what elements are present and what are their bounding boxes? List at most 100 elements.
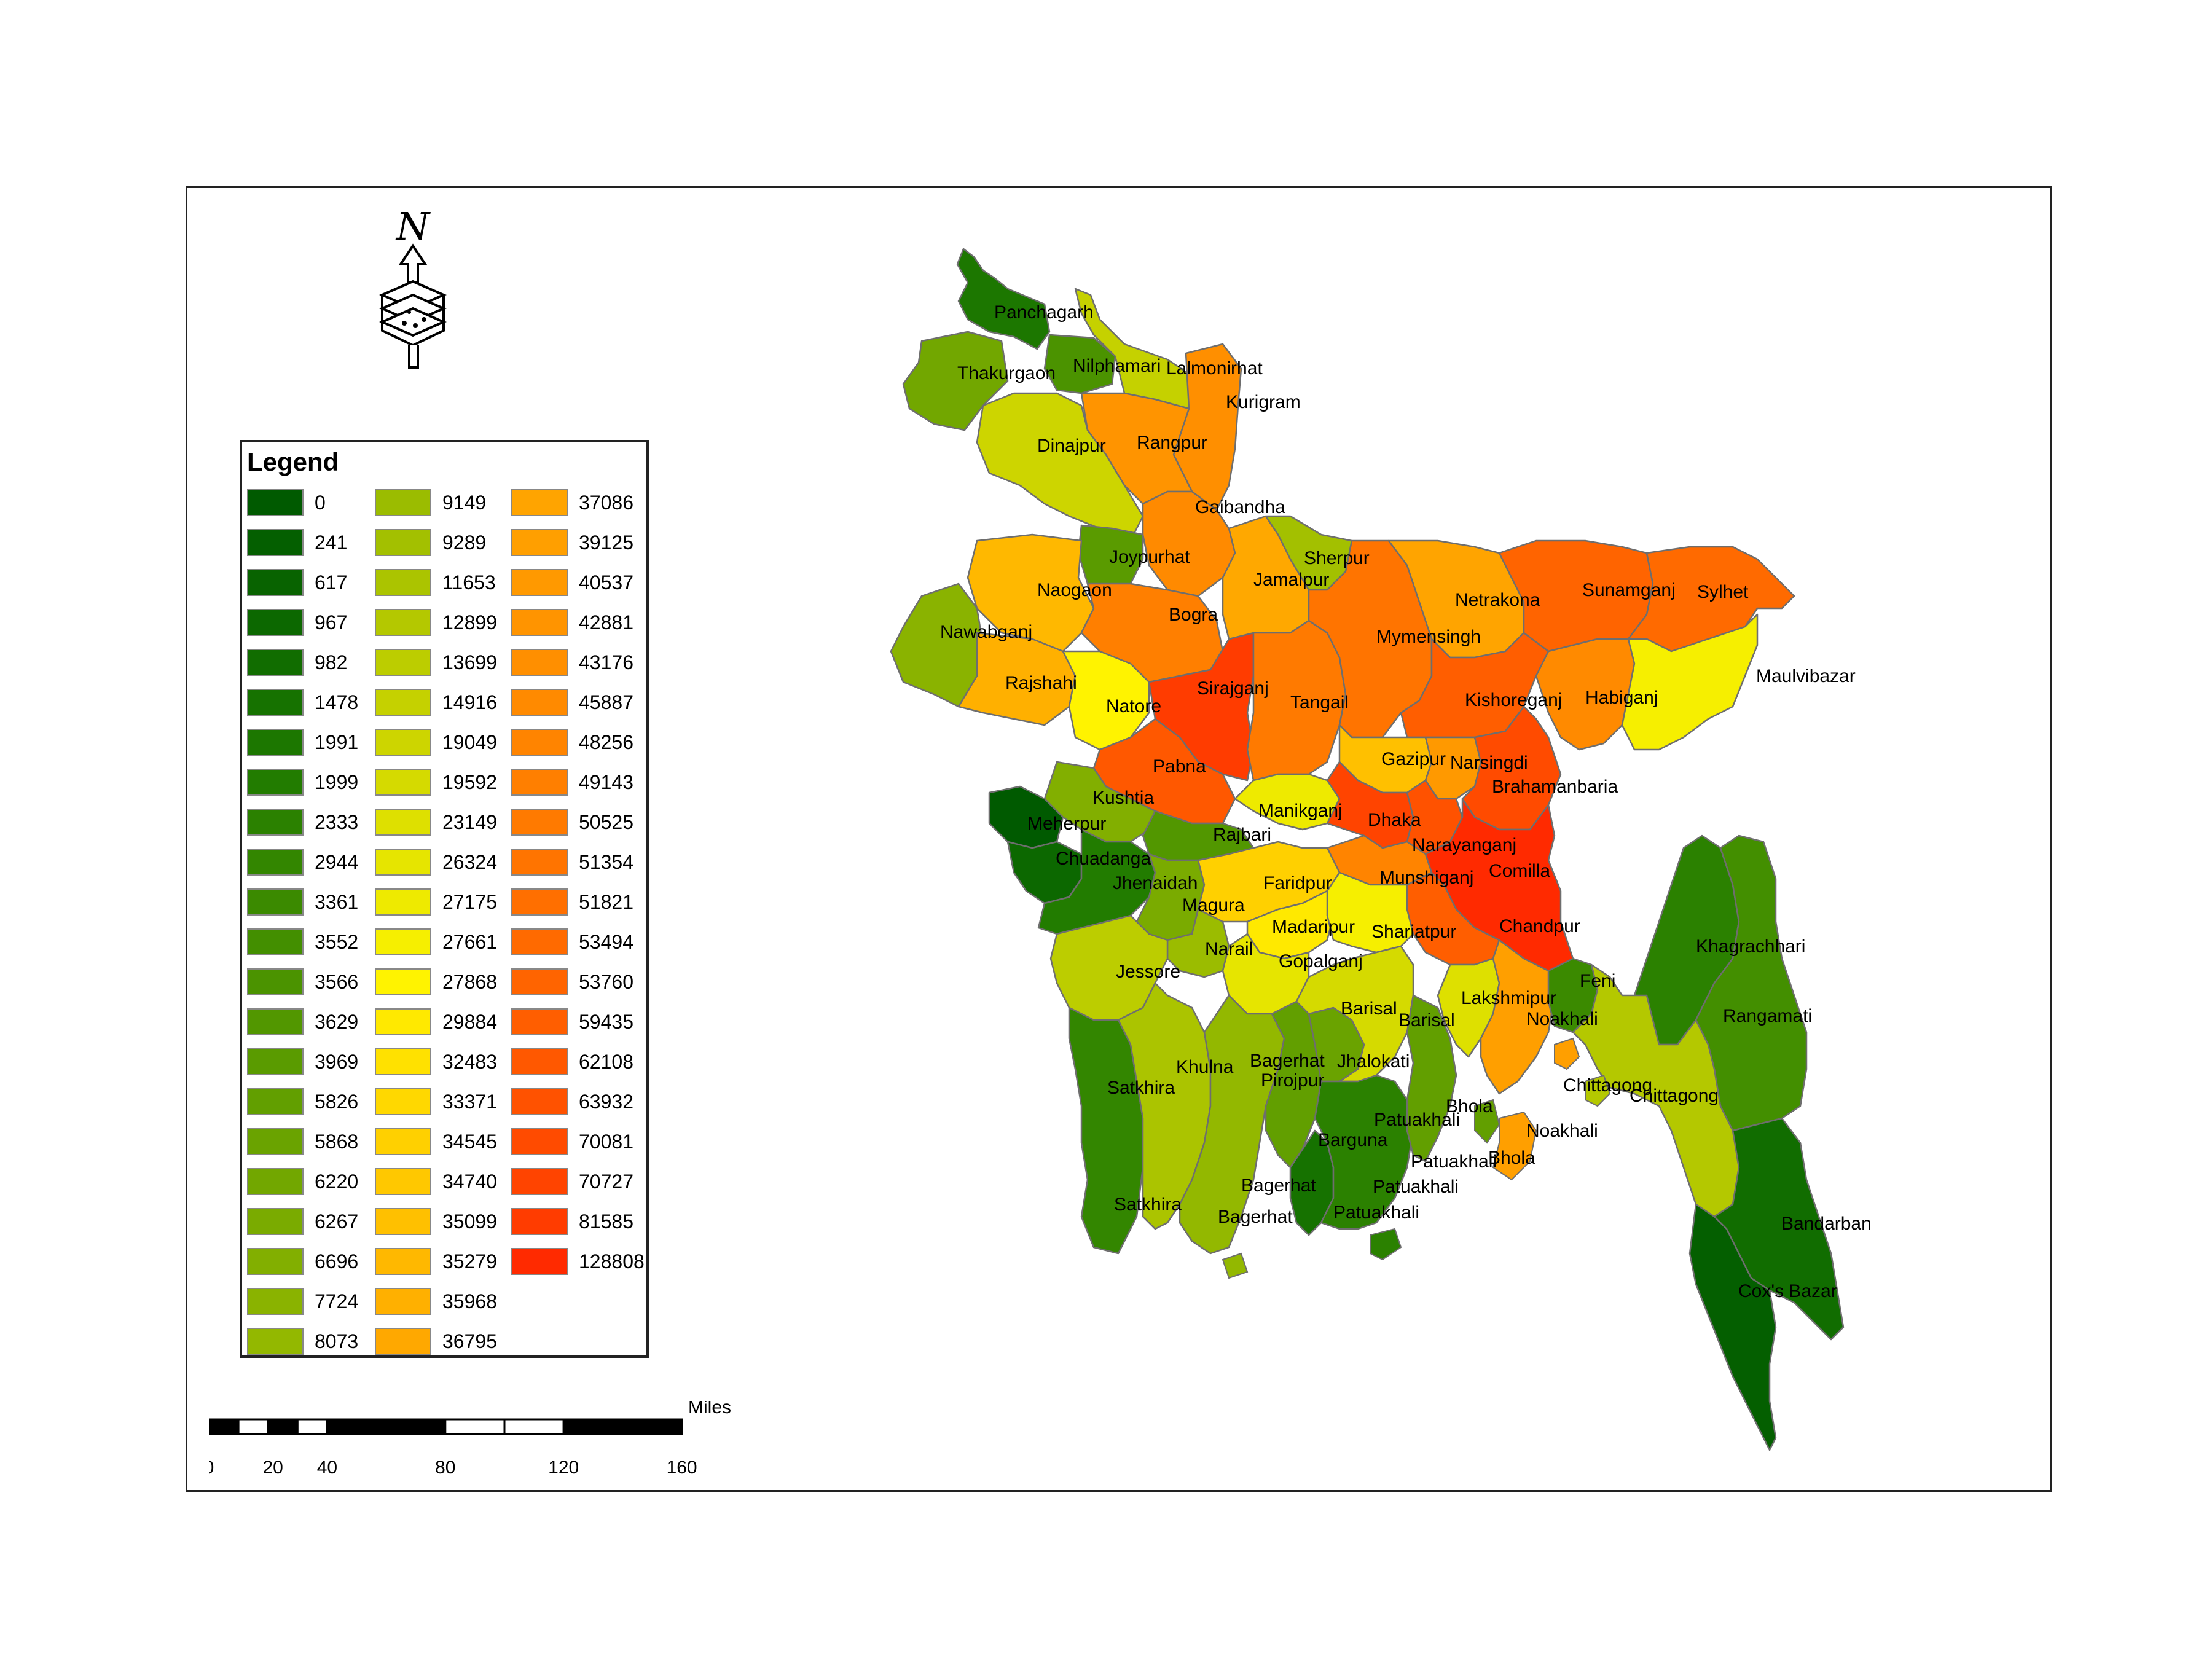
scale-bar: Miles 0 20 40 80 120 160 bbox=[209, 1401, 731, 1478]
legend-label: 9149 bbox=[442, 491, 487, 514]
legend-label: 39125 bbox=[579, 531, 633, 554]
district-patuakhali bbox=[1314, 1074, 1414, 1230]
legend-item: 5826 bbox=[247, 1087, 358, 1116]
scale-tick-label: 40 bbox=[317, 1457, 337, 1478]
legend-swatch bbox=[511, 1168, 568, 1195]
district-label: Habiganj bbox=[1585, 688, 1658, 708]
legend-item: 3566 bbox=[247, 967, 358, 997]
legend-label: 43176 bbox=[579, 651, 633, 673]
legend-label: 32483 bbox=[442, 1050, 497, 1073]
legend-item: 29884 bbox=[375, 1007, 497, 1037]
island-patuakhali bbox=[1370, 1228, 1402, 1261]
legend-label: 3361 bbox=[315, 890, 359, 913]
district-label: Mymensingh bbox=[1376, 627, 1481, 647]
scale-unit: Miles bbox=[688, 1401, 731, 1418]
district-label: Gopalganj bbox=[1279, 951, 1363, 971]
legend-item: 6220 bbox=[247, 1167, 358, 1196]
legend-item: 33371 bbox=[375, 1087, 497, 1116]
scale-tick-label: 120 bbox=[548, 1457, 579, 1478]
legend-label: 14916 bbox=[442, 691, 497, 713]
legend-label: 19592 bbox=[442, 771, 497, 793]
legend-label: 1999 bbox=[315, 771, 359, 793]
legend-label: 26324 bbox=[442, 850, 497, 873]
legend-item: 617 bbox=[247, 568, 347, 597]
district-label: Narsingdi bbox=[1450, 753, 1528, 773]
district-label: Patuakhali bbox=[1411, 1151, 1497, 1172]
district-label: Naogaon bbox=[1037, 580, 1112, 600]
district-label: Chittagong bbox=[1563, 1075, 1652, 1096]
legend-swatch bbox=[375, 569, 431, 596]
district-label: Gazipur bbox=[1381, 749, 1446, 769]
legend-item: 63932 bbox=[511, 1087, 633, 1116]
legend-swatch bbox=[511, 849, 568, 876]
district-label: Sherpur bbox=[1304, 548, 1370, 568]
scale-segment bbox=[562, 1418, 624, 1435]
legend-item: 23149 bbox=[375, 807, 497, 837]
district-label: Munshiganj bbox=[1379, 868, 1473, 888]
legend-label: 27868 bbox=[442, 970, 497, 993]
legend-item: 3552 bbox=[247, 927, 358, 957]
north-label: N bbox=[395, 204, 431, 249]
district-label: Brahamanbaria bbox=[1492, 777, 1618, 797]
district-label: Thakurgaon bbox=[957, 363, 1056, 383]
legend-label: 7724 bbox=[315, 1290, 359, 1312]
district-label: Netrakona bbox=[1455, 590, 1540, 610]
district-sylhet bbox=[1627, 546, 1795, 653]
legend-swatch bbox=[247, 928, 304, 955]
legend-swatch bbox=[375, 1088, 431, 1115]
legend-swatch bbox=[511, 1208, 568, 1235]
legend-label: 70081 bbox=[579, 1130, 633, 1153]
district-label: Jamalpur bbox=[1253, 570, 1329, 590]
district-label: Patuakhali bbox=[1374, 1110, 1460, 1130]
legend-item: 34740 bbox=[375, 1167, 497, 1196]
district-label: Natore bbox=[1106, 696, 1161, 716]
district-label: Bandarban bbox=[1781, 1214, 1872, 1234]
scale-segment bbox=[209, 1418, 240, 1435]
legend-item: 128808 bbox=[511, 1247, 645, 1276]
legend-label: 53494 bbox=[579, 930, 633, 953]
legend-label: 27175 bbox=[442, 890, 497, 913]
legend-label: 33371 bbox=[442, 1090, 497, 1113]
district-label: Cox's Bazar bbox=[1738, 1281, 1837, 1301]
scale-tick-label: 80 bbox=[435, 1457, 455, 1478]
legend-label: 35279 bbox=[442, 1250, 497, 1273]
district-label: Joypurhat bbox=[1109, 547, 1190, 567]
district-label: Sunamganj bbox=[1582, 580, 1676, 600]
district-label: Bagerhat bbox=[1241, 1175, 1316, 1196]
legend-item: 62108 bbox=[511, 1047, 633, 1077]
scale-segment bbox=[503, 1418, 565, 1435]
district-label: Kushtia bbox=[1092, 788, 1154, 808]
legend-item: 27868 bbox=[375, 967, 497, 997]
district-label: Madaripur bbox=[1272, 917, 1355, 937]
legend-item: 34545 bbox=[375, 1127, 497, 1156]
legend-swatch bbox=[511, 968, 568, 995]
legend-swatch bbox=[375, 689, 431, 716]
legend: Legend 0 241 617 967 982 1478 1991 1999 2333 2944… bbox=[240, 440, 649, 1358]
legend-label: 967 bbox=[315, 611, 348, 633]
district-label: Pirojpur bbox=[1261, 1070, 1324, 1091]
legend-label: 81585 bbox=[579, 1210, 633, 1233]
legend-item: 3969 bbox=[247, 1047, 358, 1077]
island-noakhali bbox=[1554, 1037, 1580, 1070]
district-label: Magura bbox=[1182, 895, 1245, 916]
district-label: Sirajganj bbox=[1197, 678, 1269, 699]
district-label: Sylhet bbox=[1697, 582, 1749, 602]
legend-label: 617 bbox=[315, 571, 348, 594]
legend-swatch bbox=[247, 968, 304, 995]
legend-item: 19592 bbox=[375, 767, 497, 797]
district-label: Rajbari bbox=[1213, 825, 1271, 845]
legend-swatch bbox=[247, 1008, 304, 1035]
legend-item: 19049 bbox=[375, 728, 497, 757]
district-label: Satkhira bbox=[1114, 1194, 1182, 1215]
legend-item: 45887 bbox=[511, 688, 633, 717]
legend-item: 1999 bbox=[247, 767, 358, 797]
legend-label: 12899 bbox=[442, 611, 497, 633]
district-thakurgaon bbox=[902, 331, 1009, 431]
legend-label: 19049 bbox=[442, 731, 497, 753]
legend-swatch bbox=[247, 849, 304, 876]
legend-swatch bbox=[375, 1288, 431, 1315]
district-nilphamari bbox=[1043, 334, 1116, 394]
district-cox-s-bazar bbox=[1688, 1203, 1777, 1451]
island-chittagong bbox=[1585, 1074, 1611, 1107]
legend-item: 9149 bbox=[375, 488, 486, 517]
